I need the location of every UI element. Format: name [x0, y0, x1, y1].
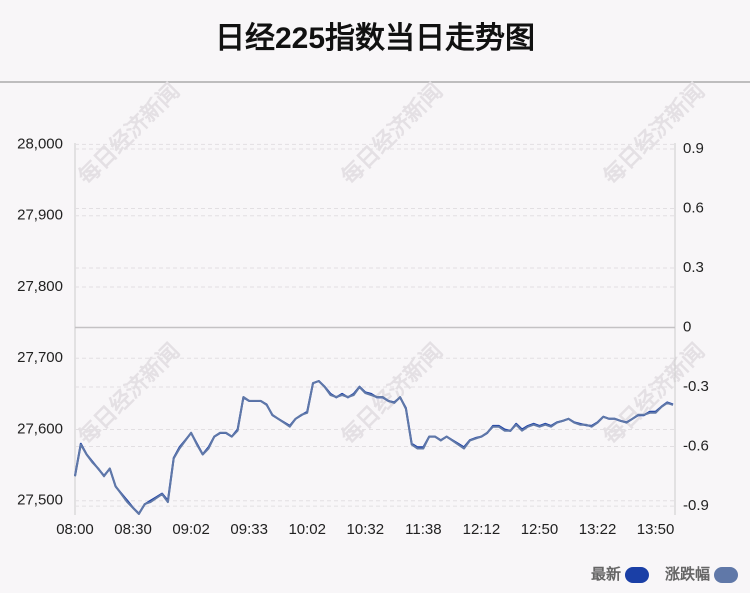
series-line — [74, 380, 674, 515]
y-tick-label: 27,900 — [17, 207, 63, 224]
x-tick-label: 10:32 — [347, 521, 385, 538]
watermark: 每日经济新闻 — [73, 338, 184, 449]
x-tick-label: 08:30 — [114, 521, 152, 538]
y2-tick-label: 0.3 — [683, 259, 704, 276]
y-tick-label: 28,000 — [17, 135, 63, 152]
watermark: 每日经济新闻 — [598, 78, 709, 189]
y2-tick-label: -0.3 — [683, 378, 709, 395]
x-tick-label: 13:22 — [579, 521, 617, 538]
y-tick-label: 27,700 — [17, 349, 63, 366]
y2-tick-label: 0.9 — [683, 140, 704, 157]
legend-label: 涨跌幅 — [665, 565, 710, 583]
x-tick-label: 12:12 — [463, 521, 501, 538]
y2-tick-label: 0 — [683, 318, 691, 335]
legend-label: 最新 — [591, 565, 621, 583]
x-tick-label: 08:00 — [56, 521, 94, 538]
y2-tick-label: -0.9 — [683, 497, 709, 514]
watermark: 每日经济新闻 — [336, 78, 447, 189]
y2-tick-label: 0.6 — [683, 199, 704, 216]
chart-title: 日经225指数当日走势图 — [215, 21, 535, 55]
legend-swatch — [624, 567, 649, 583]
x-tick-label: 09:33 — [230, 521, 268, 538]
x-tick-label: 09:02 — [172, 521, 210, 538]
legend-swatch — [714, 567, 738, 583]
x-tick-label: 12:50 — [521, 521, 559, 538]
y2-tick-label: -0.6 — [683, 438, 709, 455]
watermarks: 每日经济新闻 每日经济新闻 每日经济新闻 每日经济新闻 每日经济新闻 每日经济新… — [73, 78, 709, 449]
watermark: 每日经济新闻 — [73, 78, 184, 189]
y-tick-label: 27,600 — [17, 420, 63, 437]
x-tick-label: 13:50 — [637, 521, 675, 538]
x-tick-label: 10:02 — [288, 521, 326, 538]
y-tick-label: 27,500 — [17, 492, 63, 509]
y-tick-label: 27,800 — [17, 278, 63, 295]
x-tick-label: 11:38 — [405, 521, 441, 538]
